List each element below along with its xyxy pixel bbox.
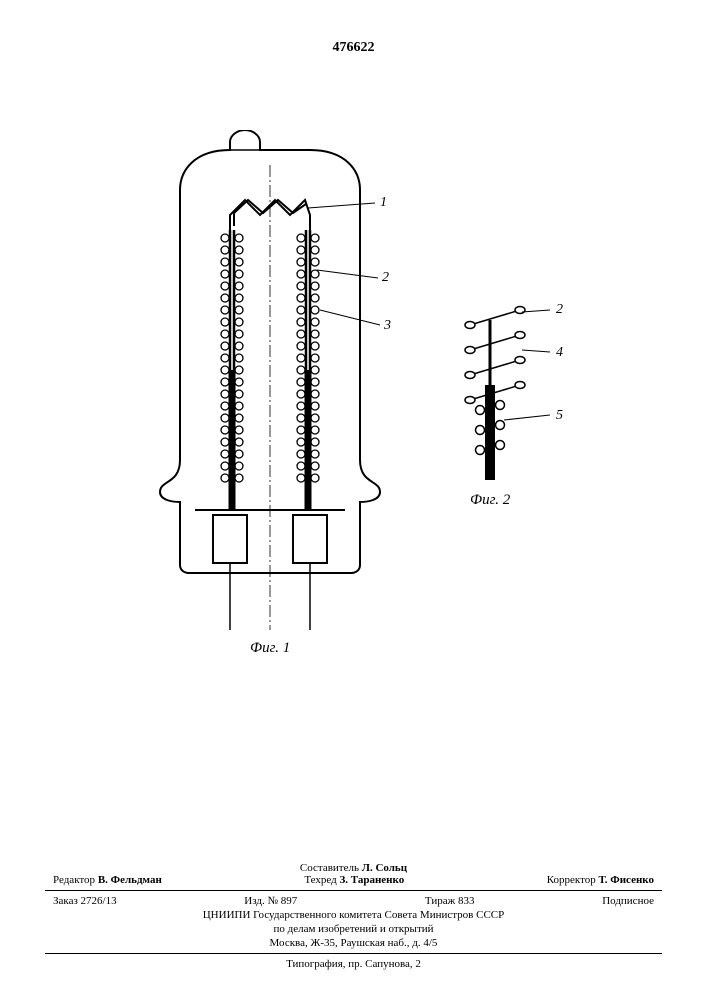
- footer: Составитель Л. Сольц Редактор В. Фельдма…: [45, 860, 662, 970]
- techred-label: Техред: [304, 874, 336, 886]
- corrector: Корректор Т. Фисенко: [547, 874, 654, 886]
- patent-number: 476622: [333, 40, 375, 56]
- callout-1: 1: [380, 195, 387, 211]
- editor-label: Редактор: [53, 874, 95, 886]
- editor-name: В. Фельдман: [98, 874, 162, 886]
- order-number: Заказ 2726/13: [53, 895, 117, 907]
- figure-1-svg: [120, 130, 590, 680]
- org-line1: ЦНИИПИ Государственного комитета Совета …: [45, 909, 662, 921]
- tirazh: Тираж 833: [425, 895, 475, 907]
- callout-fig2-2: 2: [556, 302, 563, 318]
- compiler-label: Составитель: [300, 862, 359, 874]
- izd-number: Изд. № 897: [244, 895, 297, 907]
- print-info: Типография, пр. Сапунова, 2: [45, 958, 662, 970]
- callout-fig2-5: 5: [556, 408, 563, 424]
- subscription: Подписное: [602, 895, 654, 907]
- fig1-label: Фиг. 1: [250, 640, 290, 657]
- callout-fig2-4: 4: [556, 345, 563, 361]
- callout-3: 3: [384, 318, 391, 334]
- figures-area: 1 2 3 2 4 5 Фиг. 1 Фиг. 2: [120, 130, 590, 680]
- techred-name: З. Тараненко: [339, 874, 404, 886]
- fig2-label: Фиг. 2: [470, 492, 510, 509]
- address: Москва, Ж-35, Раушская наб., д. 4/5: [45, 937, 662, 949]
- compiler-name: Л. Сольц: [362, 862, 407, 874]
- corrector-label: Корректор: [547, 874, 596, 886]
- corrector-name: Т. Фисенко: [599, 874, 654, 886]
- editor: Редактор В. Фельдман: [53, 874, 162, 886]
- techred: Техред З. Тараненко: [304, 874, 404, 886]
- callout-2: 2: [382, 270, 389, 286]
- org-line2: по делам изобретений и открытий: [45, 923, 662, 935]
